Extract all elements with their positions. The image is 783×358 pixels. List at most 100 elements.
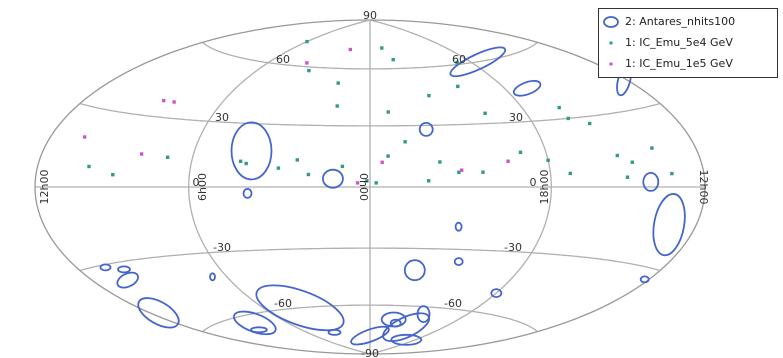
lat-label: 60 <box>276 53 290 66</box>
ic-1e5-point <box>506 159 510 163</box>
ic-5e4-point <box>625 175 630 179</box>
antares-ellipse <box>242 187 253 199</box>
ic-5e4-point <box>111 173 115 177</box>
ic-1e5-point <box>139 152 144 156</box>
antares-ellipse <box>382 312 431 343</box>
ic-1e5-point <box>355 181 360 185</box>
antares-ellipse <box>390 333 423 346</box>
ic-1e5-point <box>82 135 87 139</box>
icecube-events <box>82 39 674 185</box>
antares-ellipse <box>327 328 342 336</box>
legend: 2: Antares_nhits100 1: IC_Emu_5e4 GeV 1:… <box>598 8 778 78</box>
ic-5e4-point <box>391 58 395 62</box>
antares-ellipse <box>230 121 273 181</box>
lon-label: 12h00 <box>38 170 51 205</box>
lon-label: 12h00 <box>697 170 710 205</box>
ic-5e4-point <box>566 116 570 121</box>
antares-ellipse <box>639 275 650 284</box>
ic-5e4-point <box>305 39 309 44</box>
ic-5e4-point <box>557 105 561 110</box>
lat-label: -90 <box>361 347 379 358</box>
ic-5e4-point <box>380 46 384 50</box>
antares-ellipse <box>418 121 434 137</box>
legend-item-ic-5e4: 1: IC_Emu_5e4 GeV <box>599 33 777 53</box>
ic-5e4-point <box>386 154 390 158</box>
ic-1e5-point <box>348 47 352 52</box>
legend-label-ic-5e4: 1: IC_Emu_5e4 GeV <box>625 36 733 49</box>
dot-marker-icon <box>609 62 613 66</box>
antares-ellipse <box>454 221 463 232</box>
antares-ellipse <box>642 171 660 192</box>
ic-5e4-point <box>456 84 460 89</box>
axis-labels: 90 60 60 30 30 0 0 -30 -30 -60 -60 -90 12h00 6h00 0h00… <box>38 9 710 358</box>
ic-5e4-point <box>481 170 485 174</box>
antares-ellipse <box>117 265 131 274</box>
ic-5e4-point <box>336 81 340 85</box>
ic-5e4-point <box>386 110 390 114</box>
ic-5e4-point <box>588 121 592 126</box>
legend-label-ic-1e5: 1: IC_Emu_1e5 GeV <box>625 57 733 70</box>
antares-ellipse <box>249 326 268 334</box>
antares-ellipse <box>137 297 180 329</box>
antares-ellipse <box>99 263 112 272</box>
ic-1e5-point <box>172 100 176 104</box>
ic-5e4-point <box>306 172 311 177</box>
ic-5e4-point <box>238 159 243 163</box>
antares-ellipses <box>99 46 686 346</box>
lon-label: 6h00 <box>196 173 209 201</box>
ic-5e4-point <box>403 140 407 144</box>
ic-1e5-point <box>380 160 384 164</box>
antares-ellipse <box>512 80 542 97</box>
meridian-line <box>369 19 706 355</box>
ic-5e4-point <box>518 150 523 154</box>
meridian-line <box>369 19 552 355</box>
ic-1e5-point <box>460 168 464 172</box>
antares-ellipse <box>116 271 139 289</box>
antares-ellipse <box>350 325 390 346</box>
antares-ellipse <box>209 272 216 282</box>
antares-ellipse <box>449 46 507 78</box>
ic-5e4-point <box>438 160 442 164</box>
ic-5e4-point <box>670 171 674 176</box>
lat-label: -60 <box>444 297 462 310</box>
ic-5e4-point <box>568 171 572 176</box>
ic-5e4-point <box>546 158 550 162</box>
lat-label: 60 <box>452 53 466 66</box>
antares-ellipse <box>453 257 464 267</box>
ic-5e4-point <box>615 153 619 158</box>
lat-label: -30 <box>504 241 522 254</box>
ellipse-marker-icon <box>603 16 619 28</box>
lat-label: 30 <box>509 111 523 124</box>
lat-label: 0 <box>530 176 537 189</box>
meridian-line <box>34 19 371 355</box>
antares-ellipse <box>403 259 426 282</box>
lat-label: -30 <box>213 241 231 254</box>
ic-5e4-point <box>307 68 311 73</box>
antares-ellipse <box>255 284 345 332</box>
legend-item-antares: 2: Antares_nhits100 <box>599 12 777 32</box>
ic-5e4-point <box>87 164 91 169</box>
ic-5e4-point <box>455 60 459 65</box>
ic-5e4-point <box>165 155 170 159</box>
lat-label: 90 <box>363 9 377 22</box>
ic-5e4-point <box>335 104 339 108</box>
ic-5e4-point <box>650 146 654 150</box>
ic-1e5-point <box>162 98 166 103</box>
ic-5e4-point <box>244 161 248 166</box>
ic-1e5-point <box>305 61 309 65</box>
lat-label: 30 <box>215 111 229 124</box>
ic-5e4-point <box>374 181 378 185</box>
antares-ellipse <box>321 168 344 189</box>
lon-label: 0h00 <box>357 173 370 201</box>
ic-5e4-point <box>630 160 634 164</box>
antares-ellipse <box>652 193 686 257</box>
antares-ellipse <box>389 318 402 328</box>
ic-5e4-point <box>427 93 431 98</box>
legend-item-ic-1e5: 1: IC_Emu_1e5 GeV <box>599 54 777 74</box>
ic-5e4-point <box>457 170 461 174</box>
ic-5e4-point <box>427 179 431 183</box>
lon-label: 18h00 <box>538 170 551 205</box>
lat-label: -60 <box>274 297 292 310</box>
antares-ellipse <box>490 288 503 299</box>
